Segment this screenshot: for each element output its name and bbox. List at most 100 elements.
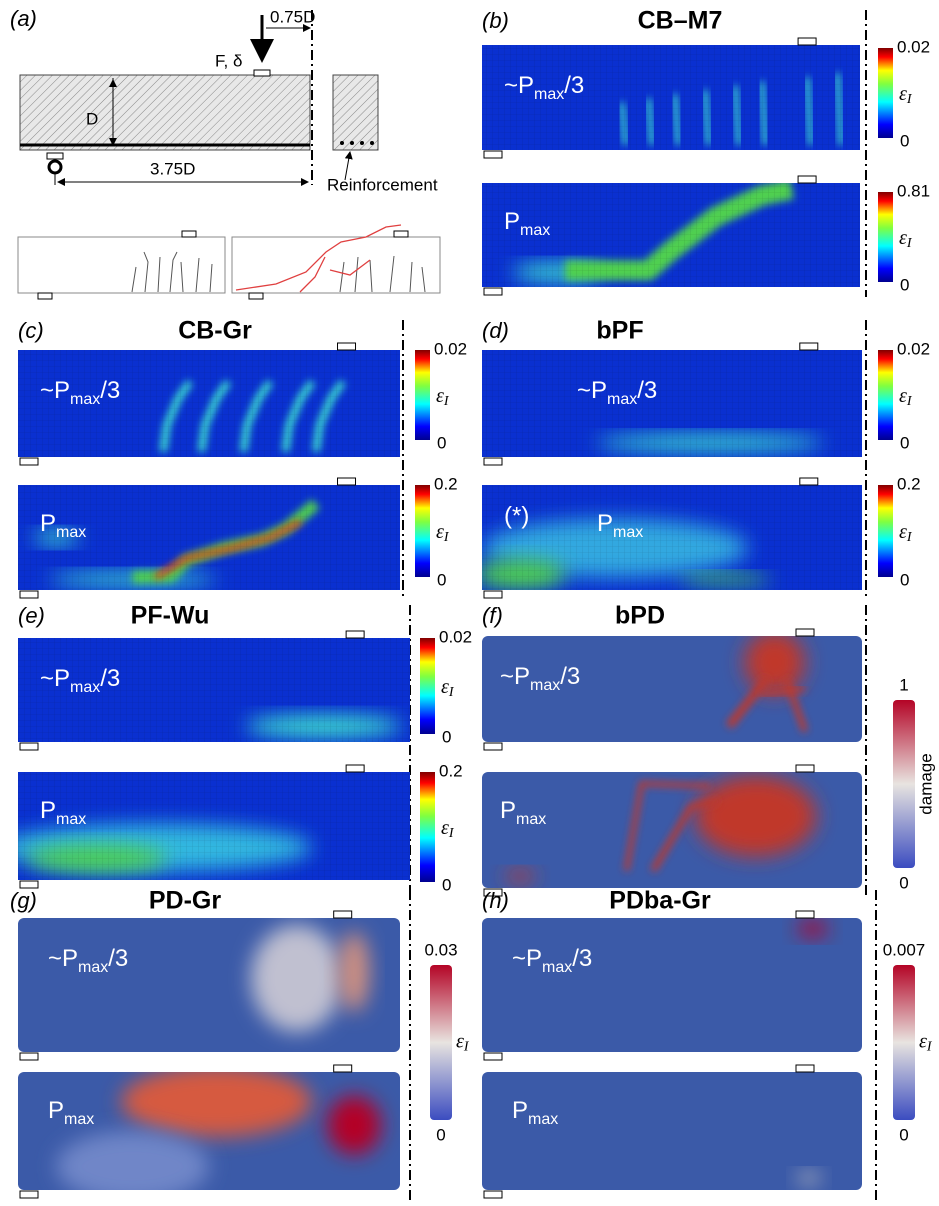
symbol: ε [899,83,907,105]
symbol: ε [919,1030,927,1052]
contour-plot: ~Pmax/3 0.02 0 εI [18,627,472,751]
label-main: ~P [28,253,58,280]
stage-label: Pmax [243,251,289,282]
label-sub: max [78,959,108,976]
colorbar-max: 0.2 [434,474,458,493]
colorbar-max: 0.2 [897,474,921,493]
label-sub: max [613,524,643,541]
load-plate [345,630,365,639]
colorbar [415,485,430,577]
support-plate [483,1052,503,1061]
label-sub: max [259,265,289,282]
field [504,775,855,883]
support-plate [483,150,503,159]
label-main: P [500,797,516,824]
rebar-label: Reinforcement [327,175,438,194]
load-plate [795,1064,815,1073]
contour-plot: Pmax [18,1064,400,1199]
support-plate [483,742,503,751]
panel-title: PF-Wu [131,602,210,630]
contour-plot: Pmax [482,764,862,897]
label-sub: max [528,1111,558,1128]
colorbar-symbol: εI [436,385,450,410]
label-sub: max [70,391,100,408]
label-sub: max [516,811,546,828]
contour-plot: Pmax 0.2 0 εI [18,761,463,894]
colorbar-min: 0 [899,873,908,892]
load-label: Pmax [512,1097,558,1128]
label-sub: max [530,677,560,694]
label-tail: /3 [637,377,657,404]
panel-tag: (g) [10,888,37,913]
symbol: ε [899,227,907,249]
contour-plot: (*) Pmax 0.2 0 εI [482,474,921,599]
mesh [18,485,400,590]
support-plate [483,287,503,296]
colorbar [415,350,430,440]
colorbar-min: 0 [900,570,909,589]
symbol: ε [441,817,449,839]
support-plate [483,1190,503,1199]
colorbar [878,192,893,282]
label-tail: /3 [564,72,584,99]
load-label: Pmax [500,797,546,828]
support-plate [483,888,503,897]
support-plate [19,1052,39,1061]
colorbar-max: 0.03 [424,940,457,959]
label-sub: max [607,391,637,408]
panel-tag: (e) [18,603,45,628]
colorbar-min: 0 [437,433,446,452]
mesh [482,45,860,150]
panel-tag: (a) [10,6,37,31]
load-plate [797,175,817,184]
mesh [482,350,862,457]
label-sub: max [534,86,564,103]
panel-tag: (d) [482,318,509,343]
colorbar-max: 1 [899,675,908,694]
symbol-sub: I [906,530,913,545]
label-main: P [40,510,56,537]
label-tail: /3 [88,253,108,280]
colorbar-max: 0.02 [897,339,930,358]
symbol: ε [436,521,444,543]
label-main: P [48,1097,64,1124]
label-tail: /3 [108,945,128,972]
field [725,636,808,733]
contour-plot: ~Pmax/3 0.02 0 εI [482,339,930,466]
support-plate [19,457,39,466]
load-plate [345,764,365,773]
panel-title: CB-Gr [178,317,252,345]
mesh [18,350,400,457]
colorbar [878,48,893,138]
colorbar [420,772,435,882]
panel-tag: (c) [18,318,44,343]
load-label: Pmax [40,797,86,828]
load-label: ~Pmax/3 [512,945,592,976]
support-plate [483,590,503,599]
colorbar [878,350,893,440]
symbol: ε [456,1030,464,1052]
colorbar-min: 0 [442,875,451,894]
mesh [482,183,860,287]
label-main: P [243,251,259,278]
colorbar-symbol: εI [441,817,455,842]
field [797,920,828,937]
colorbar-max: 0.02 [439,627,472,646]
label-main: ~P [40,377,70,404]
symbol: ε [899,385,907,407]
label-sub: max [70,679,100,696]
contour-plot: ~Pmax/3 [482,910,862,1061]
colorbar-max: 0.02 [897,37,930,56]
support-plate [19,880,39,889]
label-sub: max [56,811,86,828]
load-label: Pmax [48,1097,94,1128]
label-main: ~P [40,665,70,692]
colorbar [893,965,915,1120]
load-plate [337,477,357,486]
load-label: ~Pmax/3 [48,945,128,976]
mesh [482,485,862,590]
load-label: ~Pmax/3 [504,72,584,103]
panel-a-labels: (a) 0.75D F, δ D 3.75D Reinforcement [10,6,438,195]
